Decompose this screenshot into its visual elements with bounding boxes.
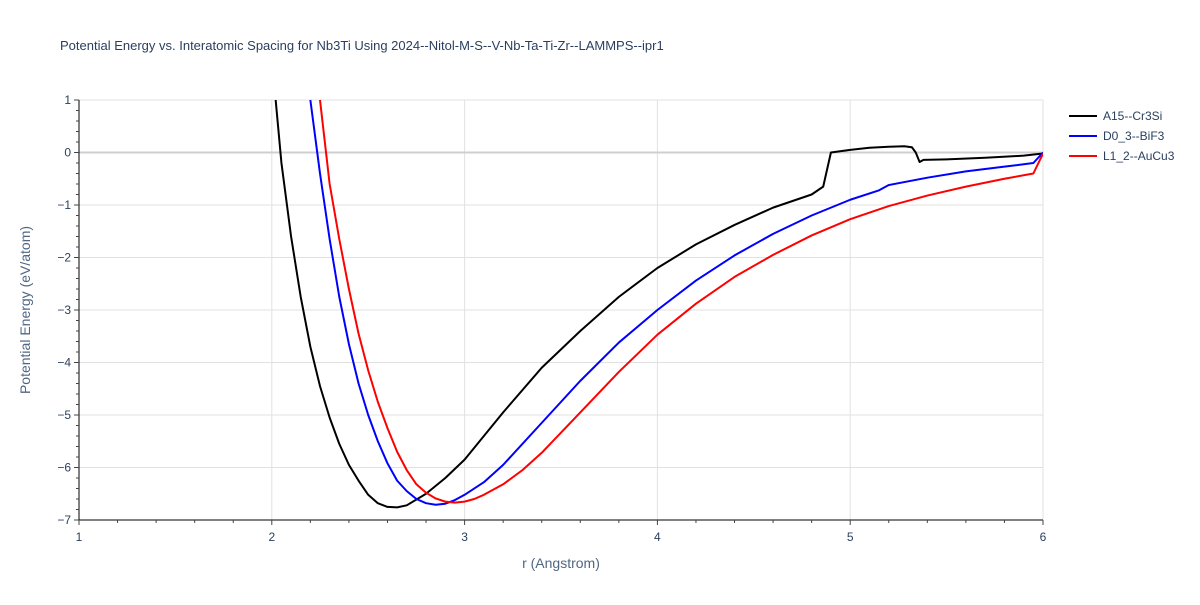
x-tick-label: 2 <box>268 530 275 544</box>
y-tick-label: 1 <box>64 93 71 107</box>
y-axis-title: Potential Energy (eV/atom) <box>17 226 33 394</box>
y-tick-label: −6 <box>57 461 71 475</box>
y-tick-label: 0 <box>64 146 71 160</box>
y-tick-label: −4 <box>57 356 71 370</box>
y-tick-label: −2 <box>57 251 71 265</box>
axes: 1 2 3 4 5 6 −7 −6 −5 −4 −3 −2 −1 0 1 <box>57 93 1046 544</box>
series-line-1 <box>274 100 1043 509</box>
x-tick-label: 3 <box>461 530 468 544</box>
plot-area <box>274 100 1043 509</box>
x-tick-label: 1 <box>76 530 83 544</box>
legend-item[interactable]: D0_3--BiF3 <box>1069 129 1165 143</box>
y-tick-label: −7 <box>57 513 71 527</box>
x-tick-label: 5 <box>847 530 854 544</box>
x-tick-label: 6 <box>1040 530 1047 544</box>
chart-title: Potential Energy vs. Interatomic Spacing… <box>60 38 664 53</box>
series-line-2 <box>309 100 1043 506</box>
legend-label: D0_3--BiF3 <box>1103 129 1165 143</box>
x-axis-title: r (Angstrom) <box>522 555 600 571</box>
gridlines <box>79 99 1044 520</box>
legend-label: L1_2--AuCu3 <box>1103 149 1175 163</box>
x-tick-label: 4 <box>654 530 661 544</box>
legend[interactable]: A15--Cr3Si D0_3--BiF3 L1_2--AuCu3 <box>1069 109 1175 163</box>
series-line-3 <box>319 100 1043 504</box>
legend-item[interactable]: L1_2--AuCu3 <box>1069 149 1175 163</box>
y-tick-label: −5 <box>57 408 71 422</box>
legend-item[interactable]: A15--Cr3Si <box>1069 109 1162 123</box>
y-tick-label: −3 <box>57 303 71 317</box>
legend-label: A15--Cr3Si <box>1103 109 1162 123</box>
y-tick-label: −1 <box>57 198 71 212</box>
